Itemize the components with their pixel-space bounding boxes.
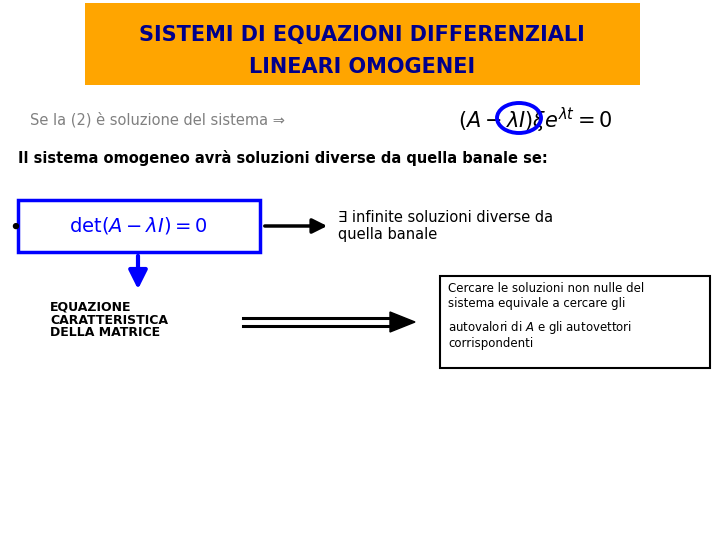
- Text: SISTEMI DI EQUAZIONI DIFFERENZIALI: SISTEMI DI EQUAZIONI DIFFERENZIALI: [139, 25, 585, 45]
- Text: $\bullet$: $\bullet$: [8, 216, 20, 236]
- FancyBboxPatch shape: [18, 200, 260, 252]
- Text: ∃ infinite soluzioni diverse da: ∃ infinite soluzioni diverse da: [338, 211, 553, 226]
- Text: quella banale: quella banale: [338, 227, 437, 242]
- FancyBboxPatch shape: [85, 3, 640, 85]
- Text: CARATTERISTICA: CARATTERISTICA: [50, 314, 168, 327]
- FancyBboxPatch shape: [440, 276, 710, 368]
- Text: corrispondenti: corrispondenti: [448, 338, 534, 350]
- Text: Cercare le soluzioni non nulle del: Cercare le soluzioni non nulle del: [448, 281, 644, 294]
- Text: LINEARI OMOGENEI: LINEARI OMOGENEI: [249, 57, 475, 77]
- Text: sistema equivale a cercare gli: sistema equivale a cercare gli: [448, 298, 626, 310]
- Text: Se la (2) è soluzione del sistema ⇒: Se la (2) è soluzione del sistema ⇒: [30, 112, 285, 128]
- Text: EQUAZIONE: EQUAZIONE: [50, 300, 132, 314]
- Polygon shape: [390, 312, 415, 332]
- Text: DELLA MATRICE: DELLA MATRICE: [50, 327, 160, 340]
- Text: $(A-\lambda I)\xi e^{\lambda t}=0$: $(A-\lambda I)\xi e^{\lambda t}=0$: [458, 105, 612, 134]
- Text: $\det(A-\lambda I)=0$: $\det(A-\lambda I)=0$: [68, 215, 207, 237]
- Text: autovalori di $A$ e gli autovettori: autovalori di $A$ e gli autovettori: [448, 319, 632, 335]
- Text: Il sistema omogeneo avrà soluzioni diverse da quella banale se:: Il sistema omogeneo avrà soluzioni diver…: [18, 150, 548, 166]
